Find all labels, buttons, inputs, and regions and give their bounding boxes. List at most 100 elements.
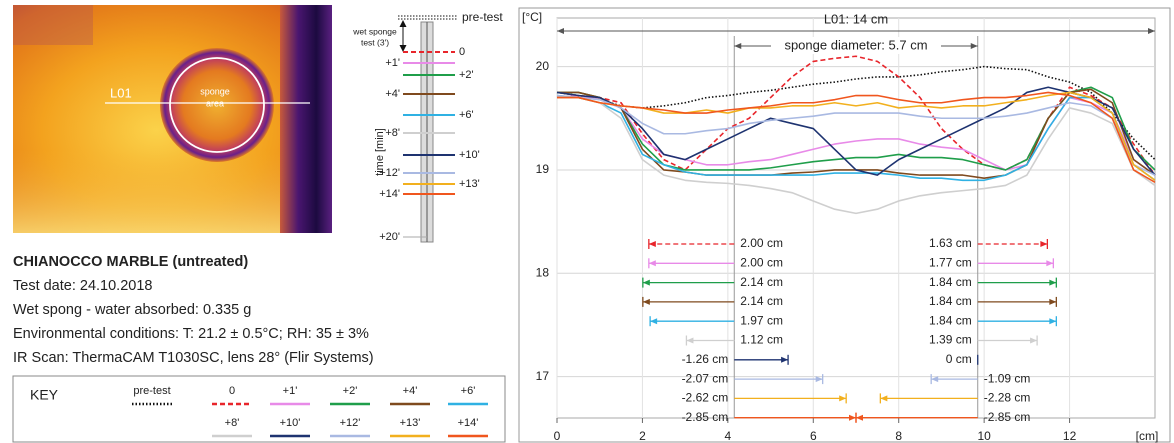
y-tick-label: 20 <box>536 59 550 73</box>
legend-label: +1' <box>283 385 298 397</box>
arrow-head <box>648 260 656 267</box>
arrow-head <box>849 414 856 421</box>
distance-label: 1.77 cm <box>929 255 972 269</box>
series-line <box>556 65 1156 161</box>
arrow-head <box>1049 318 1057 325</box>
series-line <box>557 91 1156 184</box>
thermal-floor <box>13 150 285 233</box>
arrow-head <box>642 298 650 305</box>
distance-label: 1.84 cm <box>929 294 972 308</box>
y-tick-label: 19 <box>536 162 550 176</box>
distance-label: 1.97 cm <box>740 313 783 327</box>
timeline-axis-label: time [min] <box>374 128 386 176</box>
arrow-head <box>1046 260 1054 267</box>
series-line <box>556 94 1156 176</box>
legend-label: +12' <box>340 417 361 429</box>
timeline-label: 0 <box>459 46 465 58</box>
info-line: Test date: 24.10.2018 <box>13 278 152 294</box>
distance-label: 1.12 cm <box>740 333 783 347</box>
arrow-head <box>815 376 823 383</box>
arrow-head <box>880 395 888 402</box>
timeline-label: +14' <box>379 188 400 200</box>
timeline: pre-test wet sponge test (3') +20' time … <box>352 10 503 243</box>
x-tick-label: 10 <box>977 429 991 443</box>
legend-label: 0 <box>229 385 235 397</box>
x-tick-label: 6 <box>810 429 817 443</box>
distance-label: -2.28 cm <box>984 391 1031 405</box>
arrow-head <box>642 279 650 286</box>
distance-label: 2.00 cm <box>740 255 783 269</box>
distance-label: -2.62 cm <box>682 391 729 405</box>
x-tick-label: 12 <box>1063 429 1077 443</box>
thermal-corner <box>13 5 93 45</box>
x-tick-label: 2 <box>639 429 646 443</box>
pre-test-label: pre-test <box>462 10 503 24</box>
arrow-head <box>931 376 939 383</box>
distance-label: -2.07 cm <box>682 371 729 385</box>
legend-label: pre-test <box>133 385 170 397</box>
timeline-label: +8' <box>385 127 400 139</box>
arrow-head <box>686 337 694 344</box>
distance-label: 1.84 cm <box>929 313 972 327</box>
arrow-head <box>970 43 978 49</box>
legend-label: +8' <box>225 417 240 429</box>
sponge-circle <box>169 57 265 153</box>
legend-label: +14' <box>458 417 479 429</box>
info-title: CHIANOCCO MARBLE (untreated) <box>13 254 248 270</box>
timeline-label: +2' <box>459 69 474 81</box>
sponge-label: sponge diameter: 5.7 cm <box>784 37 927 52</box>
arrow-head <box>856 414 863 421</box>
info-line: Environmental conditions: T: 21.2 ± 0.5°… <box>13 326 369 342</box>
distance-label: -1.09 cm <box>984 371 1031 385</box>
info-line: Wet spong - water absorbed: 0.335 g <box>13 302 251 318</box>
length-label: L01: 14 cm <box>824 11 888 26</box>
distance-label: 1.63 cm <box>929 236 972 250</box>
legend-label: +13' <box>400 417 421 429</box>
info-line: IR Scan: ThermaCAM T1030SC, lens 28° (Fl… <box>13 350 374 366</box>
distance-label: -2.85 cm <box>682 410 729 424</box>
x-tick-label: 8 <box>895 429 902 443</box>
timeline-label: +1' <box>385 57 400 69</box>
label-bg <box>771 37 941 54</box>
profile-label: L01 <box>110 85 132 100</box>
y-axis-label: [°C] <box>522 10 542 24</box>
series-line <box>557 96 1156 215</box>
wet-arrow-head <box>399 45 407 52</box>
legend-frame <box>12 375 506 443</box>
distance-label: 2.14 cm <box>740 275 783 289</box>
distance-label: 2.00 cm <box>740 236 783 250</box>
legend: KEY pre-test 0 +1' +2' +4' +6' +8' +10' +12' +13'… <box>12 375 506 443</box>
x-axis-label: [cm] <box>1136 429 1159 443</box>
arrow-head <box>1040 241 1048 247</box>
sponge-spot <box>160 48 274 162</box>
distance-label: 1.39 cm <box>929 333 972 347</box>
arrow-head <box>781 356 789 363</box>
legend-title: KEY <box>30 387 59 403</box>
y-tick-label: 18 <box>536 265 550 279</box>
series-line <box>556 86 1156 176</box>
series-line <box>557 91 1156 181</box>
info-block: CHIANOCCO MARBLE (untreated) Test date: … <box>13 254 374 366</box>
arrow-head <box>648 241 656 247</box>
wet-label: test (3') <box>361 37 389 47</box>
legend-label: +4' <box>403 385 418 397</box>
timeline-end-label: +20' <box>379 231 400 243</box>
thermal-image: L01 sponge area <box>13 5 332 233</box>
timeline-label: +6' <box>459 109 474 121</box>
timeline-label: +13' <box>459 178 480 190</box>
sponge-label: area <box>206 98 224 108</box>
wet-label: wet sponge <box>352 26 397 36</box>
arrow-head <box>1148 28 1155 34</box>
x-tick-label: 4 <box>725 429 732 443</box>
thermal-edge <box>280 5 332 233</box>
distance-label: 1.84 cm <box>929 275 972 289</box>
distance-label: 2.14 cm <box>740 294 783 308</box>
chart: 17 18 19 20 0 2 4 6 8 10 12 [°C] [cm] L01: 14 cm spong… <box>518 7 1171 443</box>
distance-label: -1.26 cm <box>682 352 729 366</box>
arrow-head <box>1030 337 1038 344</box>
arrow-head <box>1049 298 1057 305</box>
timeline-label: +10' <box>459 149 480 161</box>
timeline-label: +4' <box>385 88 400 100</box>
